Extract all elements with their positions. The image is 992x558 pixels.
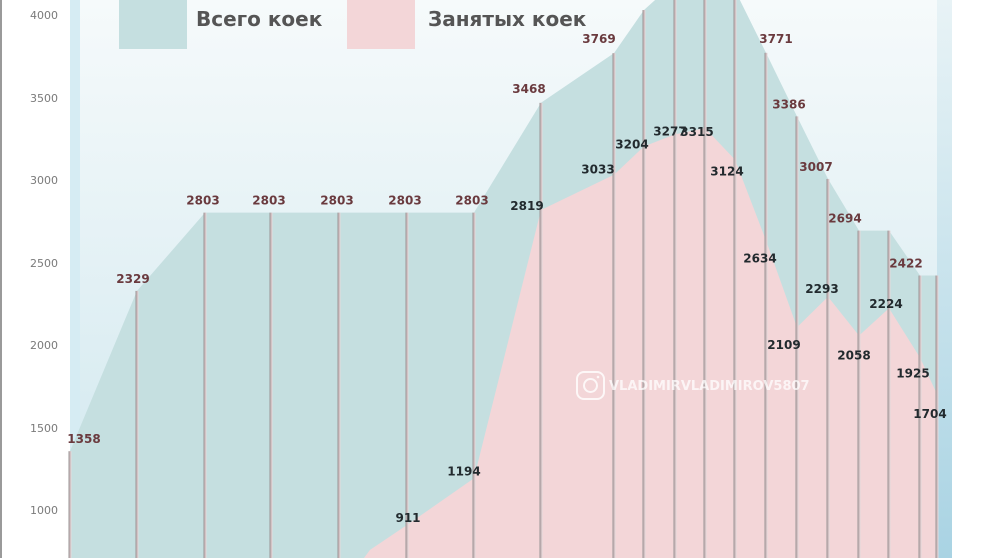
data-label-total: 3771 (759, 32, 792, 46)
drop-line (68, 451, 72, 558)
drop-line (642, 10, 646, 558)
drop-line (935, 275, 939, 558)
left-strip (70, 0, 80, 558)
data-label-total: 3386 (772, 97, 805, 111)
drop-line (733, 0, 737, 558)
drop-line (764, 52, 768, 558)
data-label-total: 2803 (320, 194, 353, 208)
data-label-total: 2803 (252, 194, 285, 208)
data-label-occupied: 3124 (710, 165, 743, 179)
drop-line (539, 102, 543, 558)
legend-swatch-occupied (347, 0, 415, 49)
drop-line (887, 230, 891, 558)
legend-swatch-total (119, 0, 187, 49)
data-label-occupied: 1704 (913, 407, 946, 421)
data-label-total: 3769 (582, 32, 615, 46)
data-label-occupied: 3277 (653, 124, 686, 138)
data-label-total: 4030 (617, 0, 650, 3)
data-label-occupied: 2819 (510, 199, 543, 213)
instagram-icon (576, 371, 605, 400)
data-label-total: 2422 (889, 257, 922, 271)
drop-line (135, 290, 139, 558)
frame-border (0, 0, 2, 558)
drop-lines (68, 0, 939, 558)
data-label-occupied: 911 (395, 511, 420, 525)
data-label-occupied: 2634 (743, 252, 776, 266)
legend-label-total: Всего коек (196, 7, 323, 31)
data-label-occupied: 2293 (805, 282, 838, 296)
right-strip (937, 0, 952, 558)
legend: Всего коек Занятых коек (119, 0, 587, 49)
y-tick: 4000 (30, 9, 58, 22)
drop-line (472, 212, 476, 558)
data-labels-total: 1358 2329 2803 2803 2803 2803 2803 3468 3769 4030… (67, 0, 922, 446)
data-label-occupied: 2058 (837, 349, 870, 363)
data-label-occupied: 1925 (896, 367, 929, 381)
drop-line (405, 212, 409, 558)
data-label-occupied: 1194 (447, 464, 480, 478)
data-label-total: 2803 (186, 194, 219, 208)
drop-line (203, 212, 207, 558)
data-label-occupied: 2224 (869, 297, 902, 311)
drop-line (826, 178, 830, 558)
data-label-total: 2803 (388, 194, 421, 208)
y-tick: 3500 (30, 92, 58, 105)
data-label-total: 3468 (512, 82, 545, 96)
data-label-total: 2329 (116, 272, 149, 286)
area-occupied-beds (364, 128, 937, 558)
y-tick: 2000 (30, 339, 58, 352)
y-axis: 4000 3500 3000 2500 2000 1500 1000 (30, 9, 58, 517)
drop-line (703, 0, 707, 558)
drop-line (337, 212, 341, 558)
data-label-total: 2694 (828, 212, 861, 226)
y-tick: 1000 (30, 504, 58, 517)
data-label-occupied: 2109 (767, 338, 800, 352)
watermark: VLADIMIRVLADIMIROV5807 (576, 371, 810, 400)
drop-line (795, 116, 799, 558)
drop-line (673, 0, 677, 558)
legend-label-occupied: Занятых коек (428, 7, 587, 31)
y-tick: 2500 (30, 257, 58, 270)
data-label-total: 3007 (799, 160, 832, 174)
drop-line (918, 275, 922, 558)
data-label-total: 1358 (67, 432, 100, 446)
watermark-text: VLADIMIRVLADIMIROV5807 (609, 379, 810, 394)
data-label-total: 2803 (455, 194, 488, 208)
data-label-occupied: 3315 (680, 125, 713, 139)
drop-line (857, 230, 861, 558)
data-label-occupied: 3204 (615, 137, 648, 151)
drop-line (612, 53, 616, 558)
y-tick: 1500 (30, 422, 58, 435)
drop-line (269, 212, 273, 558)
y-tick: 3000 (30, 174, 58, 187)
data-label-occupied: 3033 (581, 163, 614, 177)
